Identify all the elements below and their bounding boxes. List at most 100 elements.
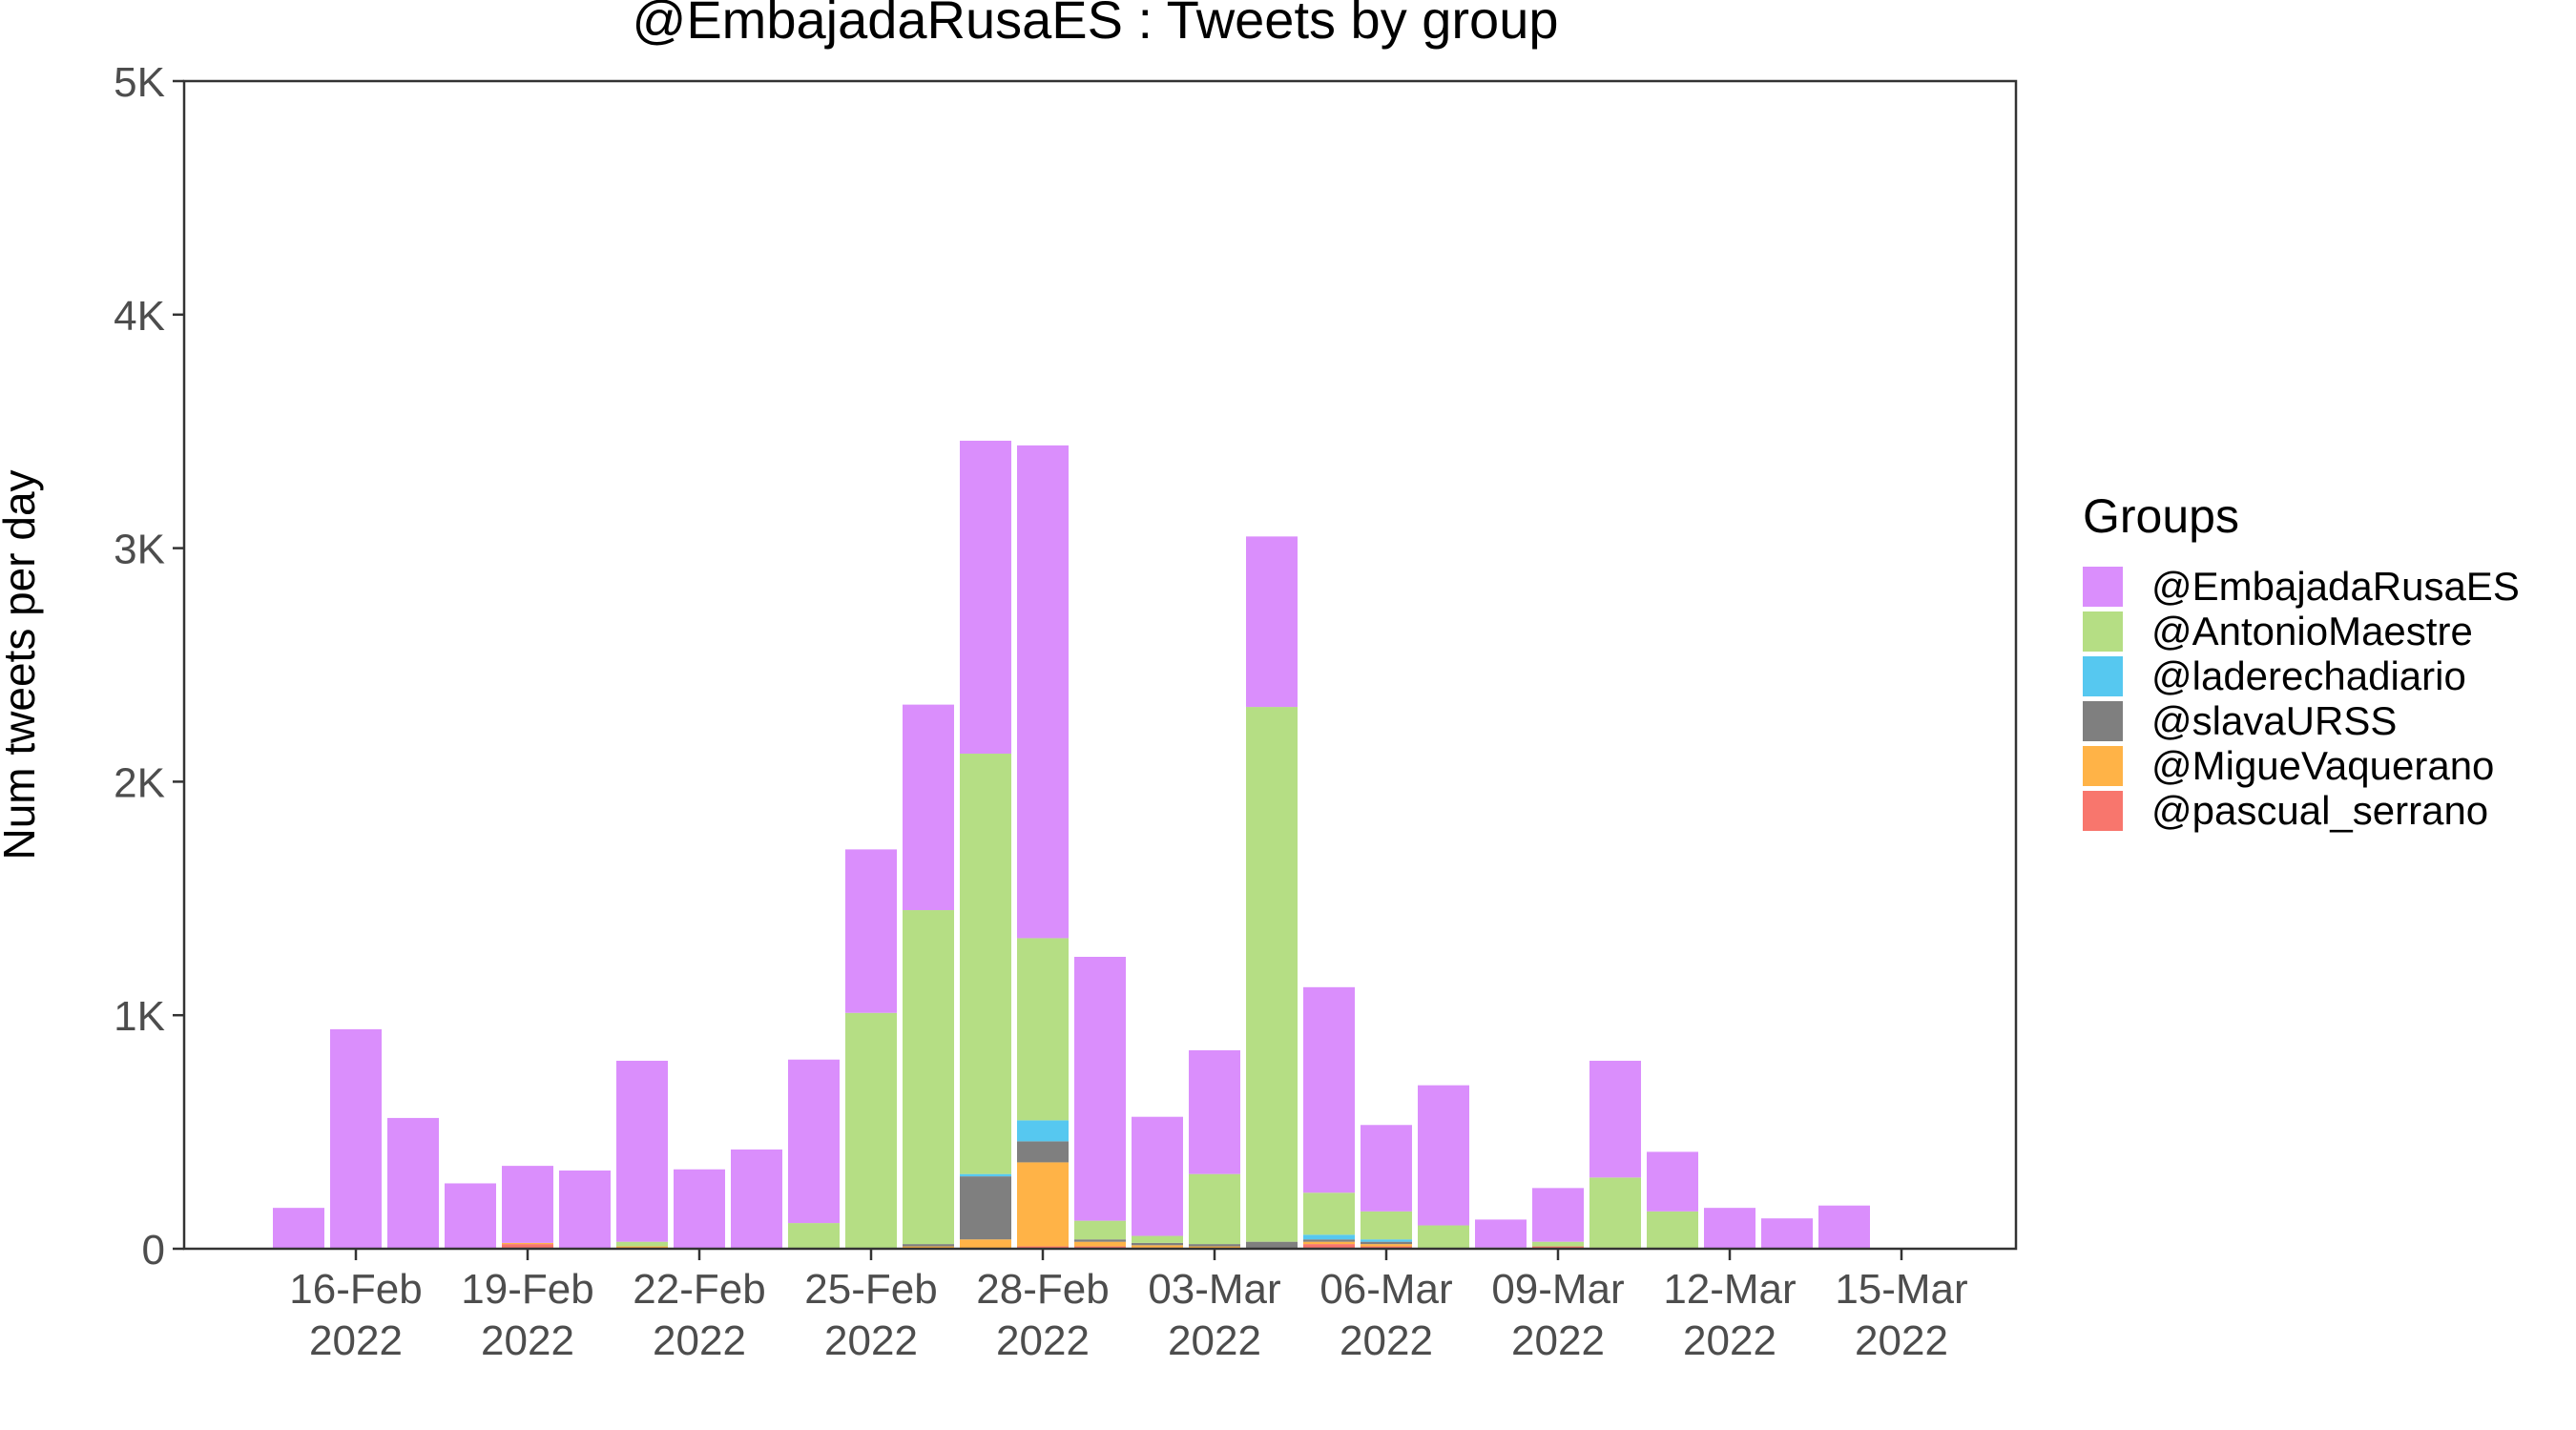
bar-segment — [1017, 1141, 1069, 1163]
chart-title: @EmbajadaRusaES : Tweets by group — [632, 0, 1558, 50]
bar-segment — [1704, 1208, 1755, 1249]
bar-segment — [1361, 1211, 1412, 1240]
legend-key — [2083, 701, 2123, 741]
bar-segment — [845, 1012, 897, 1249]
x-tick-label-year: 2022 — [653, 1317, 746, 1364]
bar-segment — [502, 1242, 553, 1245]
bar-segment — [502, 1166, 553, 1243]
x-tick-label-year: 2022 — [1168, 1317, 1261, 1364]
bar-segment — [1246, 536, 1298, 708]
x-tick-label-year: 2022 — [996, 1317, 1090, 1364]
bar-segment — [1361, 1241, 1412, 1245]
bar-segment — [1246, 707, 1298, 1242]
bar-segment — [903, 704, 954, 911]
bar-segment — [1074, 1241, 1126, 1247]
bar-segment — [1017, 1120, 1069, 1142]
y-tick-label: 3K — [114, 527, 165, 573]
bar-segment — [903, 910, 954, 1245]
bar-segment — [1361, 1239, 1412, 1242]
x-tick-label: 09-Mar — [1491, 1266, 1624, 1313]
legend-key — [2083, 656, 2123, 696]
bar-segment — [1303, 1239, 1355, 1242]
bar-segment — [1132, 1245, 1183, 1248]
bar-segment — [1761, 1218, 1813, 1249]
x-tick-label: 12-Mar — [1663, 1266, 1796, 1313]
x-tick-label: 06-Mar — [1319, 1266, 1452, 1313]
legend-label: @AntonioMaestre — [2151, 609, 2473, 653]
x-tick-label: 28-Feb — [976, 1266, 1109, 1313]
y-tick-label: 5K — [114, 59, 165, 106]
x-tick-label-year: 2022 — [481, 1317, 574, 1364]
bar-segment — [960, 440, 1011, 755]
bar-segment — [788, 1059, 840, 1224]
bar-segment — [1532, 1241, 1584, 1247]
bar-segment — [616, 1060, 668, 1242]
bar-segment — [960, 1176, 1011, 1240]
bar-segment — [502, 1244, 553, 1249]
bar-segment — [1418, 1085, 1469, 1226]
plot-panel-border — [182, 79, 2018, 1251]
bar-segment — [1647, 1151, 1698, 1212]
bar-segment — [1132, 1116, 1183, 1236]
bar-segment — [960, 1173, 1011, 1177]
bar-segment — [731, 1149, 782, 1249]
bar-segment — [674, 1169, 725, 1249]
bar-segment — [960, 754, 1011, 1174]
legend-label: @EmbajadaRusaES — [2151, 564, 2520, 609]
x-tick-label-year: 2022 — [309, 1317, 403, 1364]
legend: Groups @EmbajadaRusaES@AntonioMaestre@la… — [2083, 489, 2520, 833]
bar-segment — [1189, 1244, 1240, 1247]
bar-segment — [1361, 1244, 1412, 1247]
bar-segment — [1017, 938, 1069, 1121]
bar-segment — [1589, 1060, 1641, 1178]
x-tick-label: 22-Feb — [633, 1266, 765, 1313]
x-tick-label-year: 2022 — [1511, 1317, 1605, 1364]
bar-segment — [1532, 1188, 1584, 1242]
x-tick-label-year: 2022 — [1683, 1317, 1776, 1364]
legend-key — [2083, 746, 2123, 786]
legend-label: @slavaURSS — [2151, 698, 2397, 743]
legend-label: @pascual_serrano — [2151, 788, 2488, 833]
x-tick-label: 15-Mar — [1835, 1266, 1967, 1313]
bar-segment — [1589, 1177, 1641, 1248]
bar-segment — [1418, 1225, 1469, 1249]
x-tick-label-year: 2022 — [1855, 1317, 1948, 1364]
x-tick-label: 19-Feb — [461, 1266, 593, 1313]
bar-segment — [1017, 1162, 1069, 1247]
y-tick-label: 0 — [142, 1227, 165, 1274]
bar-segment — [330, 1028, 382, 1249]
y-axis-label: Num tweets per day — [0, 469, 44, 860]
bar-segment — [273, 1208, 324, 1249]
legend-items: @EmbajadaRusaES@AntonioMaestre@laderecha… — [2083, 564, 2520, 833]
x-tick-label: 16-Feb — [289, 1266, 422, 1313]
bar-segment — [903, 1244, 954, 1247]
bar-segment — [616, 1241, 668, 1247]
x-tick-label: 03-Mar — [1148, 1266, 1280, 1313]
bar-segment — [1074, 957, 1126, 1221]
bar-segment — [1246, 1241, 1298, 1249]
y-tick-label: 2K — [114, 759, 165, 806]
legend-label: @laderechadiario — [2151, 653, 2466, 698]
y-tick-label: 1K — [114, 993, 165, 1040]
bar-segment — [1647, 1211, 1698, 1249]
x-axis: 16-Feb202219-Feb202222-Feb202225-Feb2022… — [289, 1249, 1968, 1364]
bar-segment — [1303, 986, 1355, 1193]
bar-segment — [1303, 1192, 1355, 1235]
bar-segment — [1361, 1125, 1412, 1212]
bars-layer — [273, 440, 1870, 1249]
bar-segment — [960, 1239, 1011, 1249]
legend-key — [2083, 791, 2123, 831]
bar-segment — [387, 1117, 439, 1249]
legend-label: @MigueVaquerano — [2151, 743, 2494, 788]
bar-segment — [1818, 1205, 1870, 1249]
bar-segment — [1189, 1173, 1240, 1245]
bar-segment — [845, 849, 897, 1013]
legend-key — [2083, 611, 2123, 652]
bar-segment — [1303, 1241, 1355, 1245]
bar-segment — [1132, 1235, 1183, 1243]
bar-segment — [1074, 1220, 1126, 1240]
bar-segment — [1017, 445, 1069, 939]
legend-title: Groups — [2083, 489, 2239, 543]
